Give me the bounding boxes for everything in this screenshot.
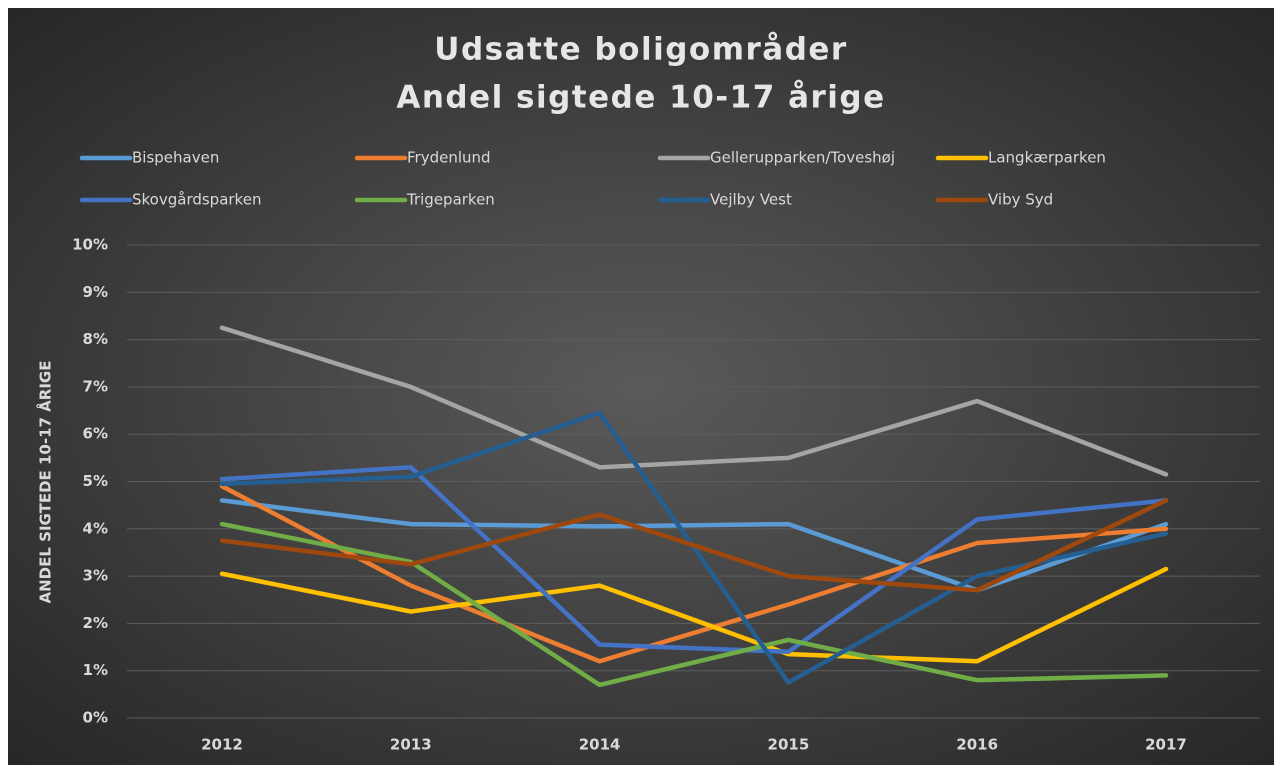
y-tick-label: 5% xyxy=(83,472,108,490)
y-tick-label: 10% xyxy=(72,236,108,254)
y-tick-label: 3% xyxy=(83,567,108,585)
x-tick-label: 2014 xyxy=(579,736,621,754)
legend-label: Frydenlund xyxy=(407,149,491,167)
y-tick-label: 8% xyxy=(83,330,108,348)
y-tick-label: 2% xyxy=(83,614,108,632)
x-tick-label: 2015 xyxy=(768,736,810,754)
series-line xyxy=(219,566,1169,664)
series-line xyxy=(219,325,1169,477)
legend-label: Trigeparken xyxy=(406,191,495,209)
x-tick-label: 2013 xyxy=(390,736,432,754)
y-tick-label: 4% xyxy=(83,519,108,537)
series-line xyxy=(219,521,1169,688)
x-tick-label: 2012 xyxy=(201,736,243,754)
legend-label: Bispehaven xyxy=(132,149,219,167)
legend-label: Viby Syd xyxy=(988,191,1053,209)
series-line xyxy=(219,498,1169,593)
x-tick-label: 2017 xyxy=(1145,736,1187,754)
y-tick-label: 1% xyxy=(83,661,108,679)
y-tick-label: 0% xyxy=(83,709,108,727)
legend-label: Vejlby Vest xyxy=(710,191,792,209)
y-tick-label: 9% xyxy=(83,283,108,301)
x-tick-label: 2016 xyxy=(956,736,998,754)
y-tick-label: 6% xyxy=(83,425,108,443)
y-tick-label: 7% xyxy=(83,377,108,395)
series-line xyxy=(219,465,1169,655)
legend-label: Skovgårdsparken xyxy=(132,191,261,209)
chart-title: Udsatte boligområder xyxy=(434,32,847,68)
series-line xyxy=(219,498,1169,593)
legend-label: Gellerupparken/Toveshøj xyxy=(710,149,895,167)
legend-label: Langkærparken xyxy=(988,149,1106,167)
series-line xyxy=(219,483,1169,664)
y-axis-label: ANDEL SIGTEDE 10-17 ÅRIGE xyxy=(36,361,55,604)
chart-title: Andel sigtede 10-17 årige xyxy=(396,80,885,116)
